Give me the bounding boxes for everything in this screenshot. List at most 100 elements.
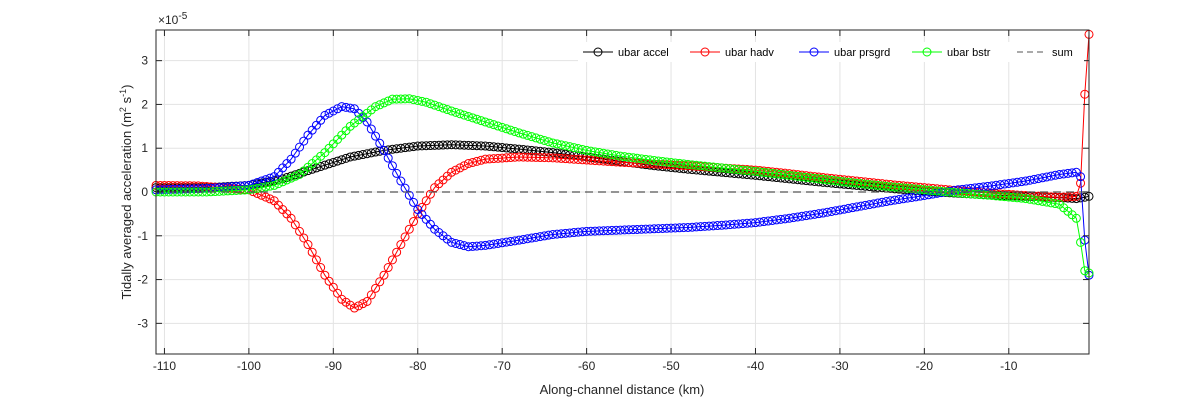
data-point-ubar-prsgrd <box>852 202 862 212</box>
legend-item-hadv: ubar hadv <box>690 47 774 59</box>
data-point-ubar-bstr <box>404 94 414 104</box>
data-point-ubar-bstr <box>573 144 583 154</box>
data-point-ubar-prsgrd <box>805 210 815 220</box>
data-point-ubar-hadv <box>366 290 376 300</box>
data-point-ubar-prsgrd <box>489 239 499 249</box>
data-point-ubar-bstr <box>632 153 642 163</box>
data-point-ubar-prsgrd <box>383 153 393 163</box>
data-point-ubar-bstr <box>860 179 870 189</box>
data-point-ubar-bstr <box>383 96 393 106</box>
data-point-ubar-bstr <box>814 174 824 184</box>
data-point-ubar-prsgrd <box>991 180 1001 190</box>
legend-box <box>578 42 1084 62</box>
data-point-ubar-bstr <box>843 177 853 187</box>
data-point-ubar-accel <box>345 152 355 162</box>
data-point-ubar-bstr <box>1004 192 1014 202</box>
data-point-ubar-bstr <box>518 129 528 139</box>
y-tick-label: 3 <box>141 54 148 68</box>
data-point-ubar-bstr <box>750 166 760 176</box>
data-point-ubar-bstr <box>569 143 579 153</box>
data-point-ubar-hadv <box>328 282 338 292</box>
data-point-ubar-prsgrd <box>535 232 545 242</box>
data-point-ubar-bstr <box>552 139 562 149</box>
data-point-ubar-bstr <box>603 149 613 159</box>
data-point-ubar-bstr <box>531 133 541 143</box>
data-point-ubar-bstr <box>624 152 634 162</box>
data-point-ubar-hadv <box>383 263 393 273</box>
data-point-ubar-bstr <box>721 163 731 173</box>
data-point-ubar-bstr <box>890 182 900 192</box>
data-point-ubar-prsgrd <box>379 145 389 155</box>
data-point-ubar-hadv <box>459 161 469 171</box>
data-point-ubar-prsgrd <box>392 168 402 178</box>
data-point-ubar-accel <box>409 142 419 152</box>
data-point-ubar-bstr <box>628 153 638 163</box>
data-point-ubar-prsgrd <box>451 238 461 248</box>
data-point-ubar-bstr <box>282 175 292 185</box>
data-point-ubar-prsgrd <box>561 228 571 238</box>
x-tick-label: -50 <box>662 359 680 373</box>
data-point-ubar-hadv <box>324 276 334 286</box>
data-point-ubar-bstr <box>252 183 262 193</box>
legend-label-bstr: ubar bstr <box>947 47 991 59</box>
data-point-ubar-bstr <box>1042 197 1052 207</box>
data-point-ubar-bstr <box>1076 237 1086 247</box>
data-point-ubar-bstr <box>670 158 680 168</box>
data-point-ubar-prsgrd <box>539 231 549 241</box>
data-point-ubar-hadv <box>1067 192 1077 202</box>
data-point-ubar-bstr <box>641 154 651 164</box>
data-point-ubar-accel <box>316 162 326 172</box>
data-point-ubar-prsgrd <box>780 214 790 224</box>
data-point-ubar-prsgrd <box>881 197 891 207</box>
data-point-ubar-bstr <box>1016 193 1026 203</box>
data-point-ubar-prsgrd <box>290 148 300 158</box>
data-point-ubar-prsgrd <box>797 211 807 221</box>
x-tick-label: -20 <box>916 359 934 373</box>
data-point-ubar-prsgrd <box>371 131 381 141</box>
data-point-ubar-prsgrd <box>531 232 541 242</box>
data-point-ubar-prsgrd <box>1021 176 1031 186</box>
data-point-ubar-bstr <box>708 162 718 172</box>
data-point-ubar-bstr <box>767 168 777 178</box>
data-point-ubar-hadv <box>290 220 300 230</box>
data-point-ubar-bstr <box>244 185 254 195</box>
data-point-ubar-hadv <box>316 263 326 273</box>
data-point-ubar-bstr <box>577 144 587 154</box>
legend-label-prsgrd: ubar prsgrd <box>834 47 890 59</box>
data-point-ubar-accel <box>392 144 402 154</box>
data-point-ubar-bstr <box>848 178 858 188</box>
data-point-ubar-bstr <box>582 145 592 155</box>
data-point-ubar-prsgrd <box>544 230 554 240</box>
data-point-ubar-accel <box>527 145 537 155</box>
data-point-ubar-bstr <box>400 94 410 104</box>
data-point-ubar-prsgrd <box>518 234 528 244</box>
data-point-ubar-bstr <box>1000 192 1010 202</box>
data-point-ubar-bstr <box>759 167 769 177</box>
data-point-ubar-accel <box>489 142 499 152</box>
y-tick-label: -2 <box>137 273 148 287</box>
data-point-ubar-accel <box>485 141 495 151</box>
data-point-ubar-bstr <box>607 150 617 160</box>
data-point-ubar-hadv <box>354 301 364 311</box>
data-point-ubar-accel <box>501 143 511 153</box>
y-tick-label: 0 <box>141 185 148 199</box>
data-point-ubar-bstr <box>788 171 798 181</box>
data-point-ubar-hadv <box>265 194 275 204</box>
y-tick-label: 2 <box>141 97 148 111</box>
data-point-ubar-accel <box>400 143 410 153</box>
data-point-ubar-prsgrd <box>556 229 566 239</box>
data-point-ubar-bstr <box>620 152 630 162</box>
data-point-ubar-bstr <box>1012 193 1022 203</box>
y-axis-label: Tidally averaged acceleration (m2 s-1) <box>118 85 134 300</box>
data-point-ubar-bstr <box>873 180 883 190</box>
data-point-ubar-bstr <box>501 124 511 134</box>
data-point-ubar-prsgrd <box>755 217 765 227</box>
data-point-ubar-bstr <box>772 169 782 179</box>
data-point-ubar-prsgrd <box>295 142 305 152</box>
data-point-ubar-prsgrd <box>341 102 351 112</box>
data-point-ubar-accel <box>349 151 359 161</box>
data-point-ubar-bstr <box>869 180 879 190</box>
data-point-ubar-prsgrd <box>1038 173 1048 183</box>
x-tick-label: -80 <box>409 359 427 373</box>
data-point-ubar-prsgrd <box>299 136 309 146</box>
